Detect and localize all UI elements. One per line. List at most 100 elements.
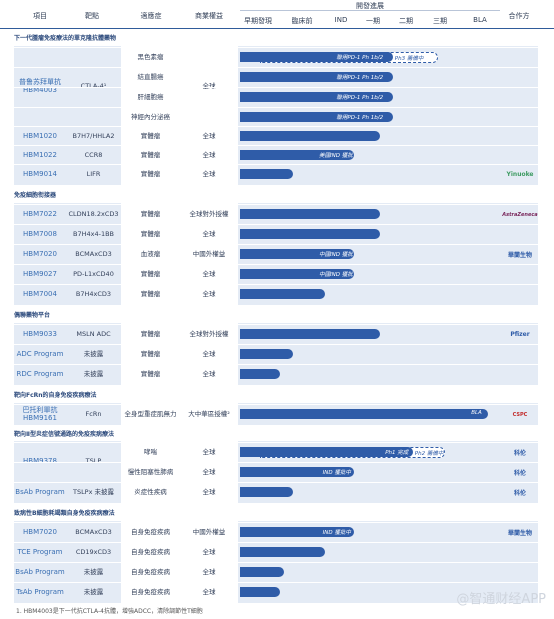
row-divider xyxy=(14,244,538,245)
project-name[interactable]: HBM1020 xyxy=(23,131,57,140)
stage-header-4: 一期 xyxy=(366,17,380,25)
commercial-rights: 全球 xyxy=(202,169,216,178)
row-divider xyxy=(14,284,538,285)
commercial-rights: 全球 xyxy=(202,349,216,358)
indication: 自身免疫疾病 xyxy=(131,587,170,596)
stage-header-5: 二期 xyxy=(399,17,413,25)
indication: 實體瘤 xyxy=(140,131,161,140)
project-name[interactable]: ADC Program xyxy=(16,349,64,358)
progress-bar xyxy=(240,150,354,160)
commercial-rights: 全球 xyxy=(202,467,216,476)
row-divider xyxy=(14,145,538,146)
project-name[interactable]: HBM9033 xyxy=(23,329,57,338)
commercial-rights: 全球 xyxy=(202,369,216,378)
progress-label: Ph1 完成 xyxy=(385,450,409,456)
project-name[interactable]: RDC Program xyxy=(16,369,64,378)
row-divider xyxy=(14,542,538,543)
project-name[interactable]: HBM9378 xyxy=(23,456,57,465)
project-name[interactable]: HBM9014 xyxy=(23,169,57,178)
col-target: 靶點 xyxy=(85,12,99,20)
progress-label: BLA xyxy=(471,410,482,416)
progress-bar xyxy=(240,567,285,577)
target: CTLA-4¹ xyxy=(80,81,107,90)
col-dev-status: 開發進展 xyxy=(356,2,384,10)
project-name[interactable]: HBM1022 xyxy=(23,150,57,159)
progress-bar xyxy=(240,131,380,141)
project-name[interactable]: 普鲁苏拜單抗 HBM4003 xyxy=(19,77,61,94)
progress-label: 聯用PD-1 Ph 1b/2 xyxy=(336,75,384,81)
progress-bar xyxy=(240,349,294,359)
section-title: 下一代腫瘤免疫療法的單克隆抗體藥物 xyxy=(14,35,117,42)
progress-bar xyxy=(240,467,354,477)
indication-rights-column xyxy=(121,46,238,185)
target: CLDN18.2xCD3 xyxy=(68,209,119,218)
partner-logo: 華蘭生物 xyxy=(507,252,532,259)
footnote: 1. HBM4003是下一代抗CTLA-4抗體，增強ADCC，清除調節性T細胞 xyxy=(16,608,203,615)
row-divider xyxy=(14,164,538,165)
project-name[interactable]: HBM7008 xyxy=(23,229,57,238)
row-divider xyxy=(14,482,538,483)
indication: 實體瘤 xyxy=(140,369,161,378)
progress-bar xyxy=(240,487,294,497)
section-title: 靶向FcRn的自身免疫疾病療法 xyxy=(14,392,97,399)
col-indication: 適應症 xyxy=(140,12,162,20)
row-divider xyxy=(14,582,538,583)
indication-rights-column xyxy=(121,441,238,503)
target: 未披露 xyxy=(83,369,104,378)
indication: 神經內分泌癌 xyxy=(131,112,170,121)
row-divider xyxy=(14,264,538,265)
indication: 實體瘤 xyxy=(140,289,161,298)
progress-label: 中國IND 獲批 xyxy=(319,252,353,258)
project-name[interactable]: BsAb Program xyxy=(15,567,65,576)
indication: 實體瘤 xyxy=(140,229,161,238)
target: TSLPx 未披露 xyxy=(72,487,115,496)
watermark: @智通财经APP xyxy=(456,592,546,607)
commercial-rights: 中國外權益 xyxy=(192,527,226,536)
indication: 血液瘤 xyxy=(140,249,161,258)
row-divider xyxy=(14,442,538,443)
row-divider xyxy=(14,47,538,48)
target: B7H4x4-1BB xyxy=(73,229,114,238)
project-name[interactable]: TCE Program xyxy=(17,547,63,556)
progress-label: 聯用PD-1 Ph 1b/2 xyxy=(336,55,384,61)
indication: 全身型重症肌無力 xyxy=(124,409,177,418)
progress-bar xyxy=(240,447,413,457)
commercial-rights: 全球 xyxy=(202,487,216,496)
indication-rights-column xyxy=(121,403,238,425)
stage-header-7: BLA xyxy=(473,16,487,24)
indication: 黑色素瘤 xyxy=(137,52,164,61)
project-name[interactable]: TsAb Program xyxy=(16,587,64,596)
project-name[interactable]: BsAb Program xyxy=(15,487,65,496)
indication: 肝細胞癌 xyxy=(137,92,164,101)
project-name[interactable]: 巴托利單抗 HBM9161 xyxy=(22,405,58,422)
partner-logo: 科伦 xyxy=(513,450,526,457)
indication-rights-column xyxy=(121,323,238,385)
row-divider xyxy=(14,562,538,563)
indication: 自身免疫疾病 xyxy=(131,567,170,576)
row-divider xyxy=(14,364,538,365)
target: MSLN ADC xyxy=(76,329,111,338)
commercial-rights: 全球 xyxy=(202,81,216,90)
progress-bar xyxy=(240,329,380,339)
progress-bar xyxy=(240,289,326,299)
project-name[interactable]: HBM7004 xyxy=(23,289,57,298)
indication: 實體瘤 xyxy=(140,169,161,178)
project-name[interactable]: HBM7022 xyxy=(23,209,57,218)
progress-bar xyxy=(240,92,393,102)
project-name[interactable]: HBM9027 xyxy=(23,269,57,278)
row-divider xyxy=(14,107,538,108)
project-name[interactable]: HBM7020 xyxy=(23,527,57,536)
commercial-rights: 全球 xyxy=(202,150,216,159)
target: FcRn xyxy=(85,409,102,418)
partner-logo: Yinuoke xyxy=(506,171,534,178)
target: BCMAxCD3 xyxy=(75,527,112,536)
commercial-rights: 全球 xyxy=(202,447,216,456)
section-title: 偶聯藥物平台 xyxy=(14,312,51,319)
dev-status-rule xyxy=(240,10,500,11)
project-name[interactable]: HBM7020 xyxy=(23,249,57,258)
indication: 結直腸癌 xyxy=(137,72,164,81)
progress-bar xyxy=(240,209,380,219)
progress-bar xyxy=(240,52,393,62)
partner-logo: Pfizer xyxy=(510,331,530,338)
indication: 實體瘤 xyxy=(140,269,161,278)
